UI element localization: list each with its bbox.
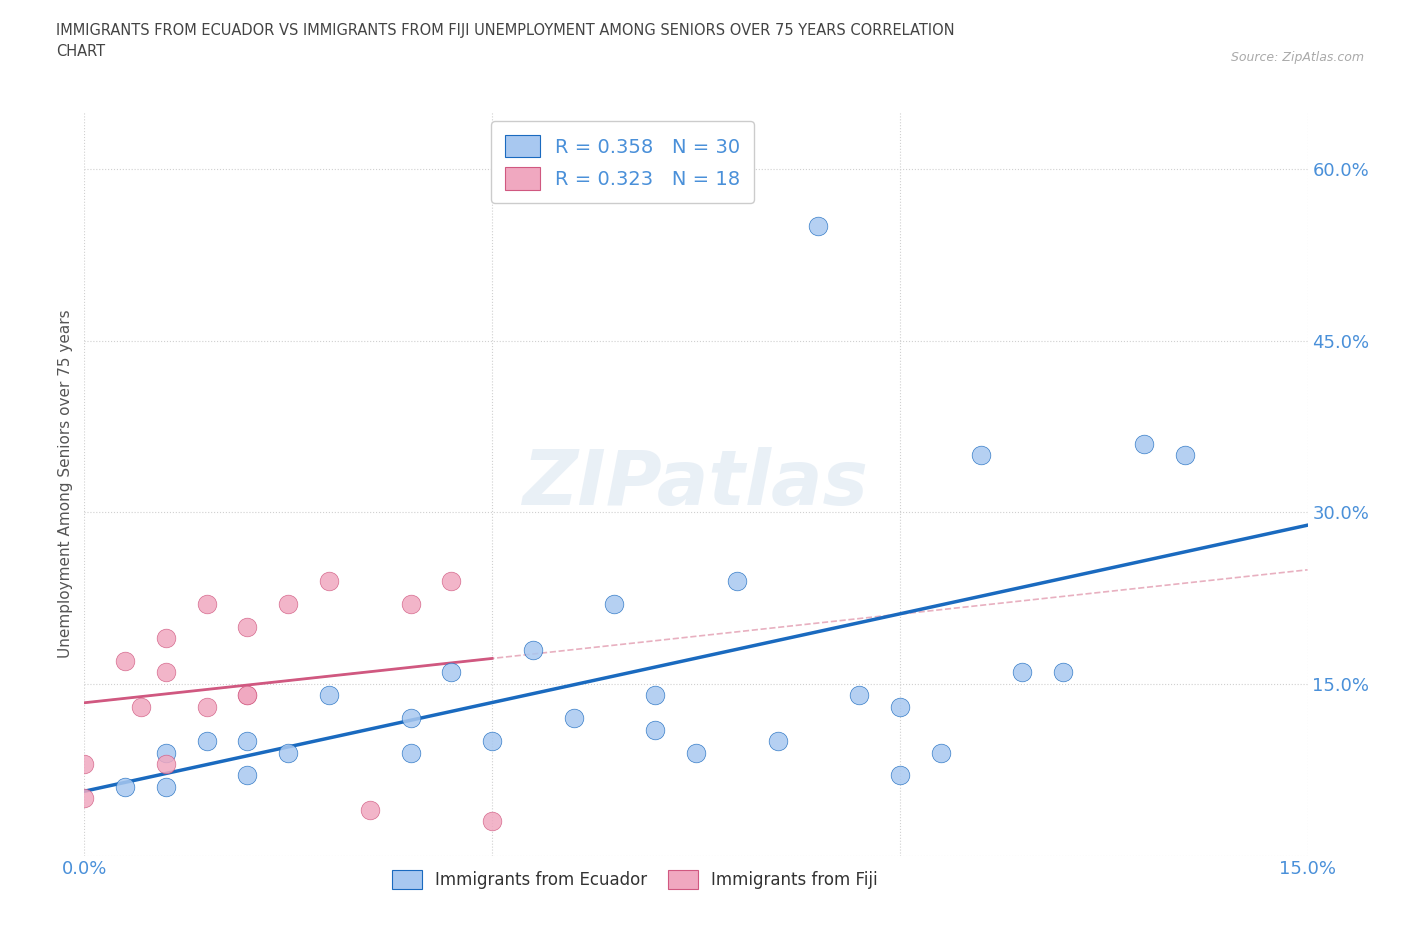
Point — [195, 734, 218, 749]
Point — [73, 790, 96, 805]
Point — [970, 447, 993, 462]
Point — [440, 665, 463, 680]
Point — [236, 688, 259, 703]
Point — [440, 574, 463, 589]
Text: ZIPatlas: ZIPatlas — [523, 446, 869, 521]
Point — [399, 745, 422, 760]
Point — [1052, 665, 1074, 680]
Point — [1133, 436, 1156, 451]
Point — [277, 745, 299, 760]
Point — [155, 757, 177, 772]
Point — [195, 596, 218, 611]
Point — [644, 688, 666, 703]
Point — [131, 699, 153, 714]
Point — [155, 665, 177, 680]
Point — [807, 219, 830, 233]
Point — [195, 699, 218, 714]
Point — [236, 619, 259, 634]
Point — [889, 768, 911, 783]
Point — [114, 654, 136, 669]
Point — [155, 631, 177, 645]
Point — [644, 723, 666, 737]
Point — [155, 745, 177, 760]
Point — [481, 814, 503, 829]
Point — [155, 779, 177, 794]
Point — [929, 745, 952, 760]
Point — [399, 596, 422, 611]
Text: IMMIGRANTS FROM ECUADOR VS IMMIGRANTS FROM FIJI UNEMPLOYMENT AMONG SENIORS OVER : IMMIGRANTS FROM ECUADOR VS IMMIGRANTS FR… — [56, 23, 955, 60]
Point — [359, 803, 381, 817]
Point — [236, 688, 259, 703]
Point — [318, 688, 340, 703]
Point — [685, 745, 707, 760]
Point — [114, 779, 136, 794]
Point — [1011, 665, 1033, 680]
Point — [1174, 447, 1197, 462]
Point — [848, 688, 870, 703]
Point — [766, 734, 789, 749]
Y-axis label: Unemployment Among Seniors over 75 years: Unemployment Among Seniors over 75 years — [58, 310, 73, 658]
Point — [277, 596, 299, 611]
Point — [725, 574, 748, 589]
Point — [399, 711, 422, 725]
Point — [481, 734, 503, 749]
Text: Source: ZipAtlas.com: Source: ZipAtlas.com — [1230, 51, 1364, 64]
Point — [603, 596, 626, 611]
Point — [236, 734, 259, 749]
Point — [236, 768, 259, 783]
Legend: Immigrants from Ecuador, Immigrants from Fiji: Immigrants from Ecuador, Immigrants from… — [385, 863, 884, 896]
Point — [318, 574, 340, 589]
Point — [522, 642, 544, 657]
Point — [562, 711, 585, 725]
Point — [889, 699, 911, 714]
Point — [73, 757, 96, 772]
